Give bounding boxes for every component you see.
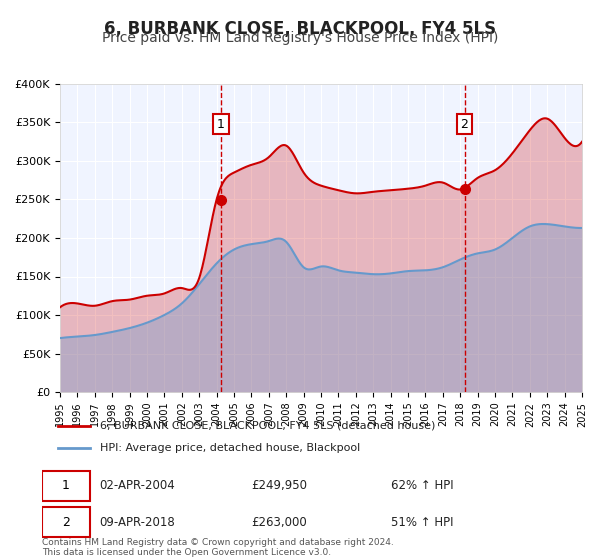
- Text: 1: 1: [217, 118, 225, 130]
- FancyBboxPatch shape: [42, 507, 89, 537]
- Text: 6, BURBANK CLOSE, BLACKPOOL, FY4 5LS: 6, BURBANK CLOSE, BLACKPOOL, FY4 5LS: [104, 20, 496, 38]
- Text: 62% ↑ HPI: 62% ↑ HPI: [391, 479, 454, 492]
- Text: HPI: Average price, detached house, Blackpool: HPI: Average price, detached house, Blac…: [100, 443, 361, 453]
- Text: 6, BURBANK CLOSE, BLACKPOOL, FY4 5LS (detached house): 6, BURBANK CLOSE, BLACKPOOL, FY4 5LS (de…: [100, 421, 436, 431]
- FancyBboxPatch shape: [42, 471, 89, 501]
- Text: Price paid vs. HM Land Registry's House Price Index (HPI): Price paid vs. HM Land Registry's House …: [102, 31, 498, 45]
- Text: 09-APR-2018: 09-APR-2018: [99, 516, 175, 529]
- Text: 2: 2: [62, 516, 70, 529]
- Text: 1: 1: [62, 479, 70, 492]
- Text: 2: 2: [461, 118, 469, 130]
- Text: 02-APR-2004: 02-APR-2004: [99, 479, 175, 492]
- Text: £263,000: £263,000: [252, 516, 307, 529]
- Text: 51% ↑ HPI: 51% ↑ HPI: [391, 516, 454, 529]
- Text: Contains HM Land Registry data © Crown copyright and database right 2024.
This d: Contains HM Land Registry data © Crown c…: [42, 538, 394, 557]
- Text: £249,950: £249,950: [251, 479, 308, 492]
